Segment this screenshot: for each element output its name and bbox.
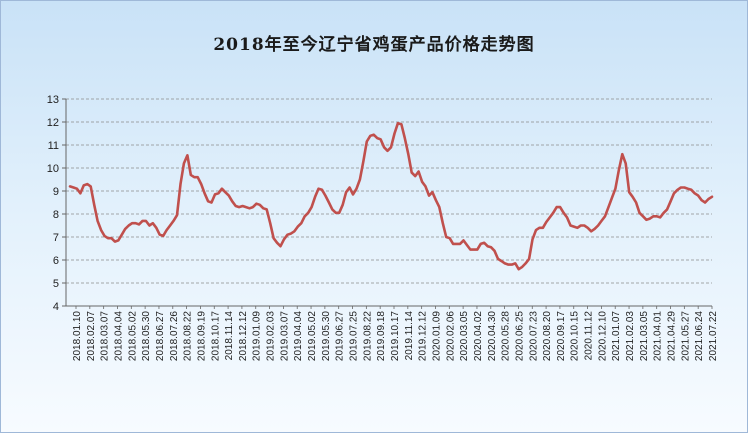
x-tick-label: 2019.07.25 [349, 311, 360, 361]
x-tick-label: 2018.05.30 [141, 311, 152, 361]
x-tick-label: 2021.03.05 [639, 311, 650, 361]
y-tick-label: 7 [53, 232, 59, 244]
x-tick-label: 2019.05.02 [307, 311, 318, 361]
series-line-price [68, 121, 714, 271]
x-tick-label: 2021.02.03 [625, 311, 636, 361]
x-tick-label: 2019.03.07 [279, 311, 290, 361]
axes [62, 98, 713, 309]
x-tick-label: 2019.10.17 [390, 311, 401, 361]
x-axis-ticks: 2018.01.10 2018.02.07 2018.03.07 2018.04.04… [72, 311, 719, 361]
plot-area [68, 121, 714, 271]
gridlines [66, 98, 712, 284]
x-tick-label: 2019.02.03 [266, 311, 277, 361]
x-tick-label: 2019.12.12 [418, 311, 429, 361]
x-tick-label: 2018.11.14 [224, 311, 235, 361]
x-tick-label: 2021.04.01 [653, 311, 664, 361]
y-tick-label: 13 [47, 94, 59, 106]
x-tick-label: 2020.11.12 [584, 311, 595, 361]
x-tick-label: 2020.08.20 [542, 311, 553, 361]
x-tick-label: 2019.05.30 [321, 311, 332, 361]
y-axis-ticks: 4 5 6 7 8 9 10 11 12 13 [47, 94, 59, 313]
x-tick-label: 2018.04.04 [113, 311, 124, 361]
x-tick-label: 2018.01.10 [72, 311, 83, 361]
x-tick-label: 2020.04.02 [473, 311, 484, 361]
y-tick-label: 10 [47, 163, 59, 175]
x-tick-label: 2019.04.04 [293, 311, 304, 361]
x-tick-label: 2020.09.17 [556, 311, 567, 361]
x-tick-label: 2021.01.07 [611, 311, 622, 361]
y-tick-label: 12 [47, 117, 59, 129]
x-tick-label: 2018.10.17 [210, 311, 221, 361]
x-tick-label: 2020.01.09 [431, 311, 442, 361]
y-tick-label: 9 [53, 186, 59, 198]
y-tick-label: 11 [48, 140, 59, 152]
x-tick-label: 2020.12.10 [597, 311, 608, 361]
x-tick-label: 2018.03.07 [100, 311, 111, 361]
x-tick-label: 2021.05.27 [680, 311, 691, 361]
y-tick-label: 5 [53, 278, 59, 290]
x-tick-label: 2020.06.25 [514, 311, 525, 361]
y-tick-label: 4 [53, 301, 59, 313]
x-tick-label: 2018.07.26 [169, 311, 180, 361]
x-tick-label: 2020.03.05 [459, 311, 470, 361]
x-tick-label: 2019.06.27 [335, 311, 346, 361]
x-tick-label: 2019.01.09 [252, 311, 263, 361]
x-tick-label: 2018.08.22 [183, 311, 194, 361]
x-tick-label: 2020.10.15 [570, 311, 581, 361]
x-tick-label: 2018.09.19 [196, 311, 207, 361]
x-tick-label: 2020.02.06 [445, 311, 456, 361]
x-tick-label: 2021.04.29 [667, 311, 678, 361]
y-tick-label: 8 [53, 209, 59, 221]
x-tick-label: 2019.11.14 [404, 311, 415, 361]
x-tick-label: 2018.05.02 [127, 311, 138, 361]
x-tick-label: 2019.08.22 [362, 311, 373, 361]
x-tick-label: 2020.04.30 [487, 311, 498, 361]
x-tick-label: 2020.07.23 [528, 311, 539, 361]
x-tick-label: 2019.09.18 [376, 311, 387, 361]
chart-title: 2018年至今辽宁省鸡蛋产品价格走势图 [213, 35, 535, 55]
x-tick-label: 2018.02.07 [86, 311, 97, 361]
x-tick-label: 2018.06.27 [155, 311, 166, 361]
x-tick-label: 2018.12.12 [238, 311, 249, 361]
x-tick-label: 2021.06.24 [694, 311, 705, 361]
x-tick-label: 2020.05.28 [501, 311, 512, 361]
x-tick-label: 2021.07.22 [708, 311, 719, 361]
y-tick-label: 6 [53, 255, 59, 267]
